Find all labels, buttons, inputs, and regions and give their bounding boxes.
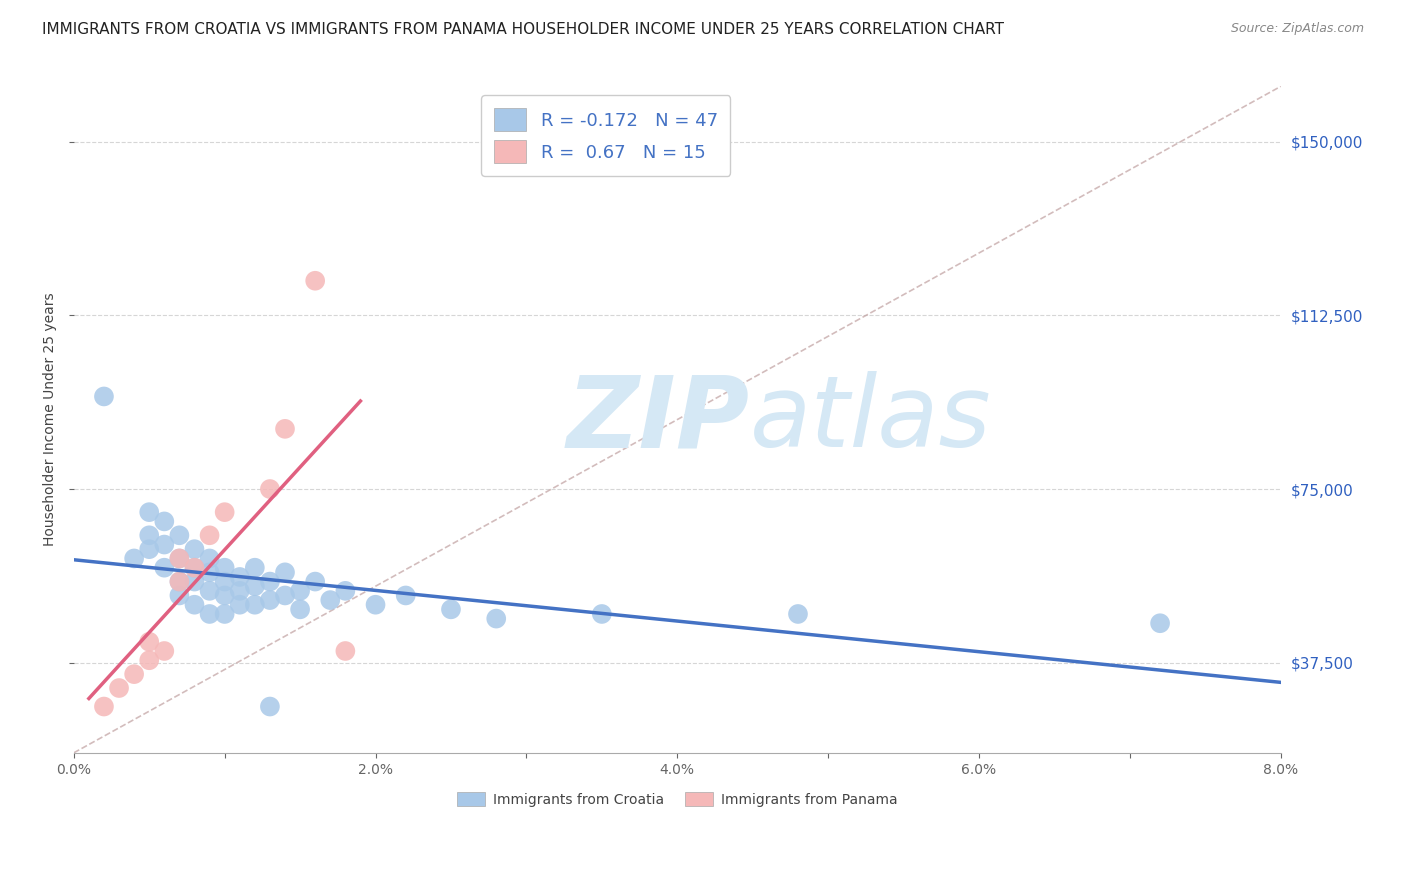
Point: [243, 579, 266, 593]
Text: Source: ZipAtlas.com: Source: ZipAtlas.com: [1230, 22, 1364, 36]
Point: [259, 482, 281, 496]
Point: [274, 589, 297, 603]
Point: [122, 667, 145, 681]
Point: [198, 583, 221, 598]
Point: [440, 602, 463, 616]
Point: [138, 653, 160, 667]
Point: [214, 607, 236, 621]
Point: [169, 589, 191, 603]
Point: [138, 542, 160, 557]
Point: [274, 422, 297, 436]
Point: [214, 505, 236, 519]
Point: [288, 602, 311, 616]
Point: [259, 574, 281, 589]
Text: IMMIGRANTS FROM CROATIA VS IMMIGRANTS FROM PANAMA HOUSEHOLDER INCOME UNDER 25 YE: IMMIGRANTS FROM CROATIA VS IMMIGRANTS FR…: [42, 22, 1004, 37]
Point: [214, 589, 236, 603]
Point: [169, 574, 191, 589]
Point: [183, 598, 205, 612]
Point: [335, 644, 357, 658]
Point: [169, 551, 191, 566]
Point: [183, 574, 205, 589]
Point: [214, 560, 236, 574]
Point: [259, 593, 281, 607]
Point: [153, 644, 176, 658]
Point: [93, 699, 115, 714]
Point: [1149, 616, 1171, 631]
Legend: Immigrants from Croatia, Immigrants from Panama: Immigrants from Croatia, Immigrants from…: [451, 787, 903, 813]
Point: [229, 598, 252, 612]
Point: [304, 274, 326, 288]
Point: [395, 589, 418, 603]
Point: [153, 537, 176, 551]
Point: [259, 699, 281, 714]
Point: [198, 607, 221, 621]
Point: [183, 542, 205, 557]
Point: [183, 560, 205, 574]
Point: [229, 583, 252, 598]
Point: [169, 551, 191, 566]
Point: [198, 551, 221, 566]
Point: [169, 574, 191, 589]
Point: [93, 389, 115, 403]
Point: [364, 598, 387, 612]
Point: [274, 566, 297, 580]
Point: [319, 593, 342, 607]
Text: atlas: atlas: [749, 371, 991, 468]
Point: [229, 570, 252, 584]
Point: [485, 612, 508, 626]
Point: [138, 528, 160, 542]
Text: ZIP: ZIP: [567, 371, 749, 468]
Point: [214, 574, 236, 589]
Point: [198, 566, 221, 580]
Point: [138, 505, 160, 519]
Point: [183, 560, 205, 574]
Point: [288, 583, 311, 598]
Point: [591, 607, 613, 621]
Point: [169, 528, 191, 542]
Point: [335, 583, 357, 598]
Point: [304, 574, 326, 589]
Point: [787, 607, 810, 621]
Point: [243, 598, 266, 612]
Point: [138, 634, 160, 648]
Point: [243, 560, 266, 574]
Point: [108, 681, 131, 695]
Point: [153, 560, 176, 574]
Point: [198, 528, 221, 542]
Point: [153, 515, 176, 529]
Y-axis label: Householder Income Under 25 years: Householder Income Under 25 years: [44, 293, 58, 547]
Point: [122, 551, 145, 566]
